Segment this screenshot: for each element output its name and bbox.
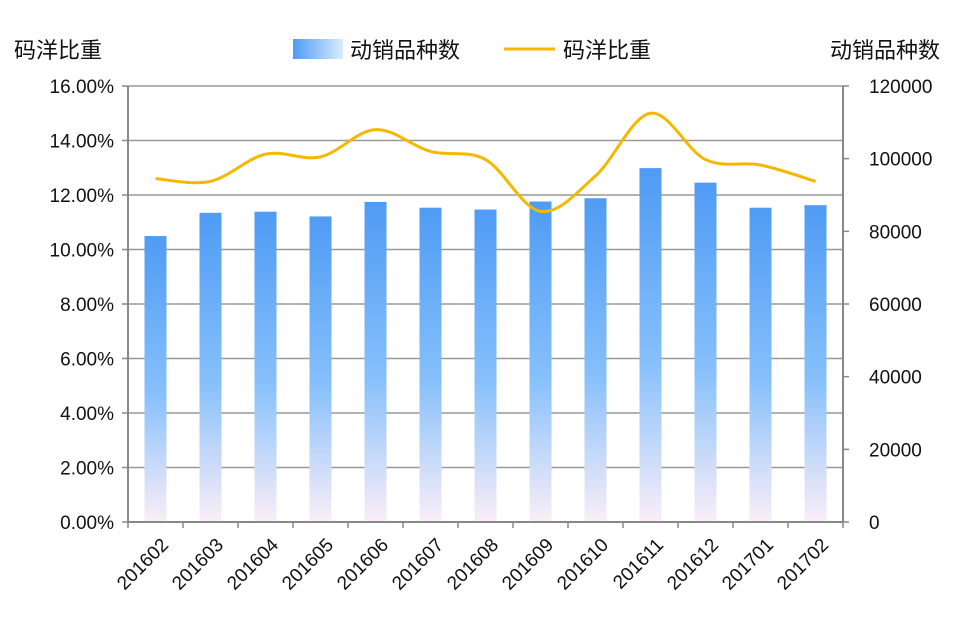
left-tick-label: 8.00% (60, 295, 114, 316)
right-tick-label: 60000 (869, 295, 922, 316)
bar (419, 207, 442, 522)
line-path (155, 111, 816, 213)
right-tick-label: 80000 (869, 222, 922, 243)
x-axis-ticks: 2016022016032016042016052016062016072016… (113, 522, 844, 595)
x-tick-label: 201608 (443, 535, 503, 595)
x-tick-label: 201604 (223, 534, 283, 594)
left-tick-label: 0.00% (60, 513, 114, 534)
left-axis-ticks: 0.00% 2.00% 4.00% 6.00% 8.00% 10.00% 12.00% 14.… (50, 77, 128, 534)
bar (254, 211, 277, 523)
line-series (155, 111, 816, 213)
x-tick-label: 201606 (333, 535, 393, 595)
right-tick-label: 40000 (869, 368, 922, 389)
bar (144, 236, 167, 522)
right-tick-label: 120000 (869, 77, 932, 98)
right-axis-ticks: 0 20000 40000 60000 80000 100000 120000 (843, 77, 932, 534)
x-tick-label: 201701 (718, 535, 778, 595)
bar (584, 198, 607, 522)
x-tick-label: 201605 (278, 535, 338, 595)
left-tick-label: 12.00% (50, 186, 115, 207)
bar (694, 182, 717, 522)
left-tick-label: 16.00% (50, 77, 115, 98)
bar (474, 209, 497, 523)
x-tick-label: 201610 (553, 535, 613, 595)
x-tick-label: 201607 (388, 535, 448, 595)
x-tick-label: 201611 (609, 535, 668, 594)
right-tick-label: 20000 (869, 440, 922, 461)
right-tick-label: 0 (869, 513, 880, 534)
legend: 动销品种数 码洋比重 (293, 39, 651, 64)
bar (529, 201, 552, 523)
left-axis-title: 码洋比重 (14, 39, 102, 64)
right-axis-title: 动销品种数 (830, 39, 940, 64)
left-tick-label: 2.00% (60, 459, 114, 480)
bar (199, 212, 222, 522)
bar-series (144, 168, 827, 523)
left-tick-label: 6.00% (60, 350, 114, 371)
bar (309, 216, 332, 523)
left-tick-label: 10.00% (50, 241, 115, 262)
x-tick-label: 201702 (773, 535, 833, 595)
x-tick-label: 201603 (168, 535, 228, 595)
right-tick-label: 100000 (869, 150, 932, 171)
legend-label-line: 码洋比重 (563, 39, 651, 64)
bar (639, 168, 662, 522)
bar (364, 201, 387, 523)
left-tick-label: 4.00% (60, 404, 114, 425)
legend-bar-swatch (293, 39, 343, 59)
legend-label-bar: 动销品种数 (350, 39, 460, 64)
x-tick-label: 201602 (113, 535, 173, 595)
bar (749, 207, 772, 522)
left-tick-label: 14.00% (50, 132, 115, 153)
x-tick-label: 201609 (498, 535, 558, 595)
x-tick-label: 201612 (663, 535, 723, 595)
bar (804, 205, 827, 522)
